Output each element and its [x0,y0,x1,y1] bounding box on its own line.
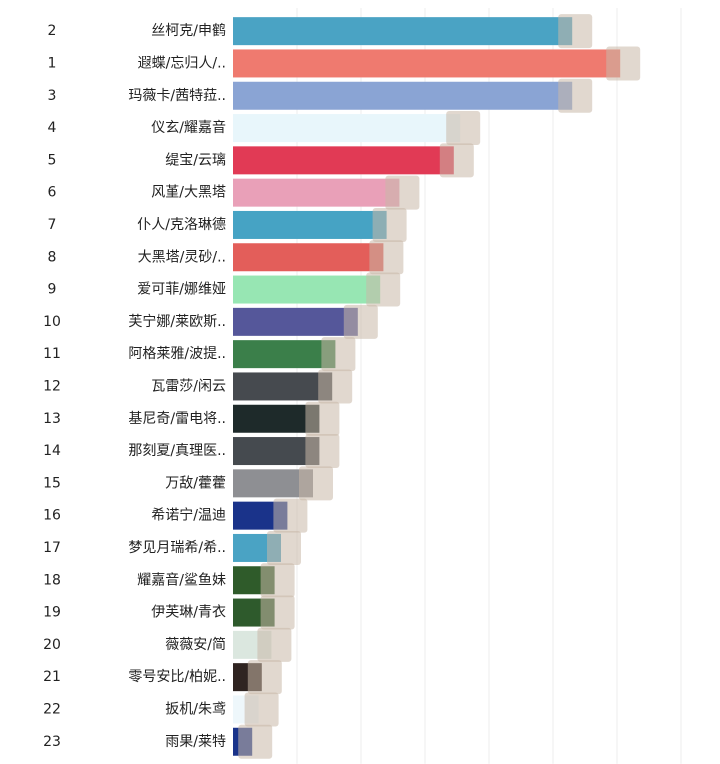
category-label: 阿格莱雅/波提.. [128,346,226,362]
rank-label: 20 [43,637,61,653]
rank-label: 5 [48,152,57,168]
avatar [257,627,292,662]
avatar [446,111,481,146]
rank-label: 21 [43,669,61,685]
avatar [372,207,407,242]
rank-label: 9 [48,282,57,298]
category-label: 玛薇卡/茜特菈.. [128,88,226,104]
avatar [260,563,295,598]
avatar [439,143,474,178]
avatar [299,466,333,501]
category-label: 爱可菲/娜维娅 [137,282,226,298]
bar [233,243,384,272]
avatar [343,304,378,339]
bar [233,114,461,143]
bar [233,275,381,304]
rank-label: 13 [43,411,61,427]
avatar [244,692,279,727]
category-label: 扳机/朱鸢 [165,701,226,717]
category-label: 雨果/莱特 [165,734,226,750]
avatar [267,530,301,565]
avatar [385,175,420,210]
category-label: 丝柯克/申鹤 [151,23,226,39]
avatar [260,595,295,630]
avatar [318,369,353,404]
avatar [558,14,593,49]
category-label: 万敌/藿藿 [165,475,226,491]
category-label: 伊芙琳/青衣 [151,604,226,621]
avatar [238,724,273,759]
rank-label: 16 [43,508,61,524]
category-label: 遐蝶/忘归人/.. [138,54,226,71]
category-label: 仪玄/耀嘉音 [151,119,226,136]
rank-label: 3 [48,88,57,104]
category-label: 薇薇安/简 [165,636,226,653]
category-label: 仆人/克洛琳德 [137,217,226,233]
category-label: 零号安比/柏妮.. [128,669,226,685]
rank-label: 23 [43,734,61,750]
bar [233,340,336,369]
rank-label: 10 [43,314,61,330]
bar [233,17,573,46]
category-label: 基尼奇/雷电将.. [128,410,226,427]
avatar [321,337,356,372]
bar [233,307,358,336]
bar [233,178,400,207]
rank-label: 12 [43,378,61,394]
rank-label: 19 [43,605,61,621]
rank-label: 6 [48,185,57,201]
rank-label: 1 [48,55,57,71]
category-label: 那刻夏/真理医.. [128,443,226,459]
rank-label: 15 [43,475,61,491]
rank-label: 17 [43,540,61,556]
category-label: 芙宁娜/莱欧斯.. [128,313,226,330]
bar [233,404,320,433]
category-label: 大黑塔/灵砂/.. [138,249,226,265]
bar [233,437,320,466]
avatar [247,660,282,695]
avatar [273,498,308,533]
category-label: 希诺宁/温迪 [151,507,226,524]
rank-label: 14 [43,443,61,459]
avatar [369,240,404,275]
rank-label: 18 [43,572,61,588]
avatar [305,401,340,436]
rank-label: 7 [48,217,57,233]
bar [233,146,454,175]
bar [233,210,387,239]
bar [233,49,621,78]
avatar [558,78,593,113]
bar [233,81,573,110]
avatar [366,272,401,307]
category-label: 缇宝/云璃 [165,151,226,168]
rank-label: 4 [48,120,57,136]
rank-label: 8 [48,249,57,265]
avatar [305,434,340,469]
bar [233,372,333,401]
category-label: 梦见月瑞希/希.. [128,540,226,556]
rank-label: 2 [48,23,57,39]
rank-label: 22 [43,701,61,717]
category-label: 耀嘉音/鲨鱼妹 [137,571,226,588]
category-label: 瓦雷莎/闲云 [151,378,226,394]
avatar [606,46,641,81]
category-label: 风堇/大黑塔 [151,185,226,201]
rank-label: 11 [43,346,61,362]
